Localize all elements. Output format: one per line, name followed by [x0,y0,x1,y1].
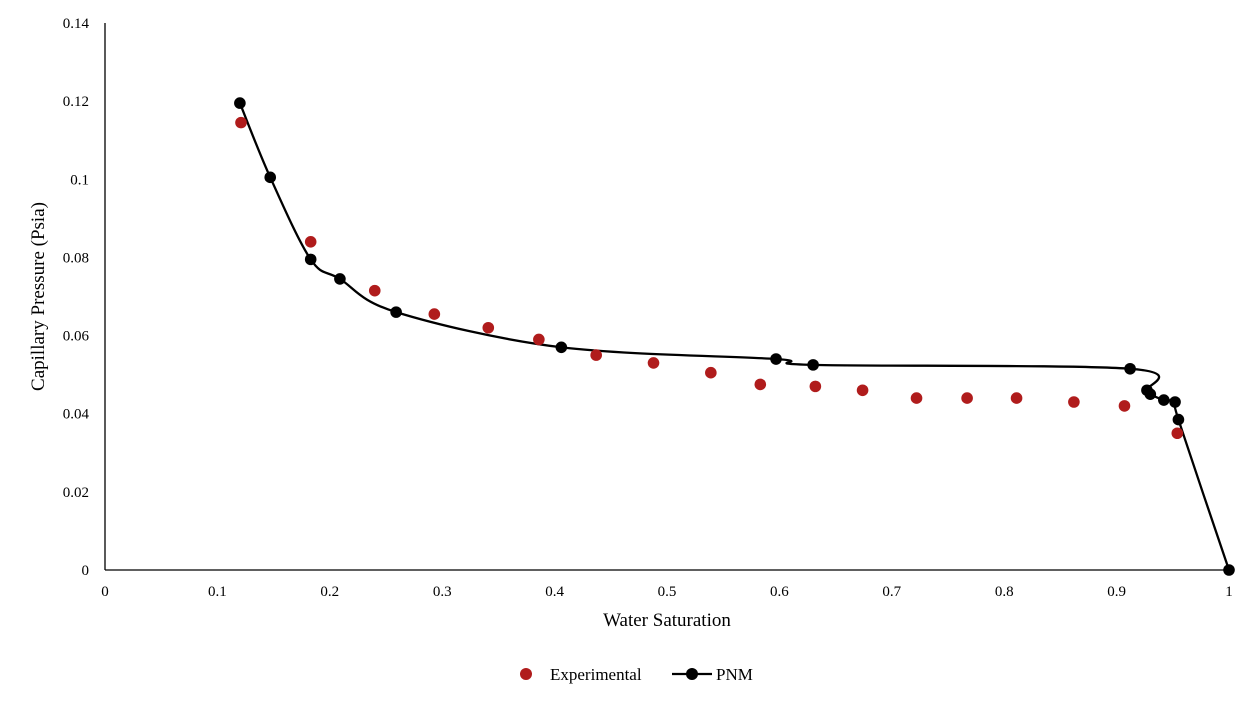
pnm-point [334,273,346,285]
experimental-point [235,116,247,129]
experimental-point [1010,392,1023,404]
pnm-series-line [238,102,1231,571]
x-tick-label: 0.4 [545,584,564,600]
experimental-point [428,308,441,320]
y-tick-label: 0.02 [63,485,89,501]
x-tick-label: 0.2 [320,584,339,600]
experimental-point [705,366,717,379]
y-tick-label: 0.1 [70,172,89,188]
x-tick-label: 0.1 [208,584,227,600]
experimental-point [590,349,602,361]
experimental-point [304,236,317,248]
y-tick-label: 0 [82,563,90,579]
legend-experimental-marker [520,668,532,680]
experimental-point [961,392,973,404]
x-tick-label: 1 [1225,584,1233,600]
x-tick-labels: 0 0.1 0.2 0.3 0.4 0.5 0.6 0.7 0.8 0.9 1 [101,584,1233,600]
pnm-point [1169,396,1181,408]
pnm-point [1144,388,1157,400]
pnm-point [1158,394,1170,406]
experimental-point [1118,400,1131,412]
x-tick-label: 0.5 [658,584,677,600]
y-tick-label: 0.14 [63,16,90,32]
x-tick-label: 0 [101,584,109,600]
experimental-point [482,321,495,334]
pnm-point [555,341,568,354]
legend-pnm-marker [686,668,698,680]
experimental-point [647,357,660,369]
pnm-point [1172,413,1185,426]
x-axis-title: Water Saturation [603,610,731,631]
pnm-point [1124,362,1136,375]
experimental-point [809,380,822,393]
pnm-point [770,353,782,365]
pnm-point [807,359,819,371]
y-tick-label: 0.08 [63,250,89,266]
pnm-point [264,171,277,184]
y-tick-labels: 0 0.02 0.04 0.06 0.08 0.1 0.12 0.14 [63,16,90,579]
pnm-point [234,97,246,109]
pnm-point [304,253,317,266]
legend-pnm-label: PNM [716,665,753,684]
y-axis-title: Capillary Pressure (Psia) [28,202,49,391]
experimental-point [368,284,381,297]
legend: Experimental PNM [520,665,753,684]
y-tick-label: 0.06 [63,329,90,345]
pnm-point [390,306,402,318]
series-layer [234,97,1235,576]
axes [104,23,1229,571]
experimental-point [754,378,767,391]
x-tick-label: 0.8 [995,584,1014,600]
legend-experimental-label: Experimental [550,665,642,684]
x-tick-label: 0.6 [770,584,789,600]
x-tick-label: 0.3 [433,584,452,600]
x-tick-label: 0.7 [882,584,901,600]
y-tick-label: 0.04 [63,407,90,423]
x-tick-label: 0.9 [1107,584,1126,600]
y-tick-label: 0.12 [63,94,89,110]
experimental-point [1171,427,1184,440]
experimental-point [910,392,923,404]
experimental-point [856,384,869,397]
pnm-point [1223,564,1235,576]
experimental-point [533,333,545,346]
experimental-point [1068,396,1080,408]
